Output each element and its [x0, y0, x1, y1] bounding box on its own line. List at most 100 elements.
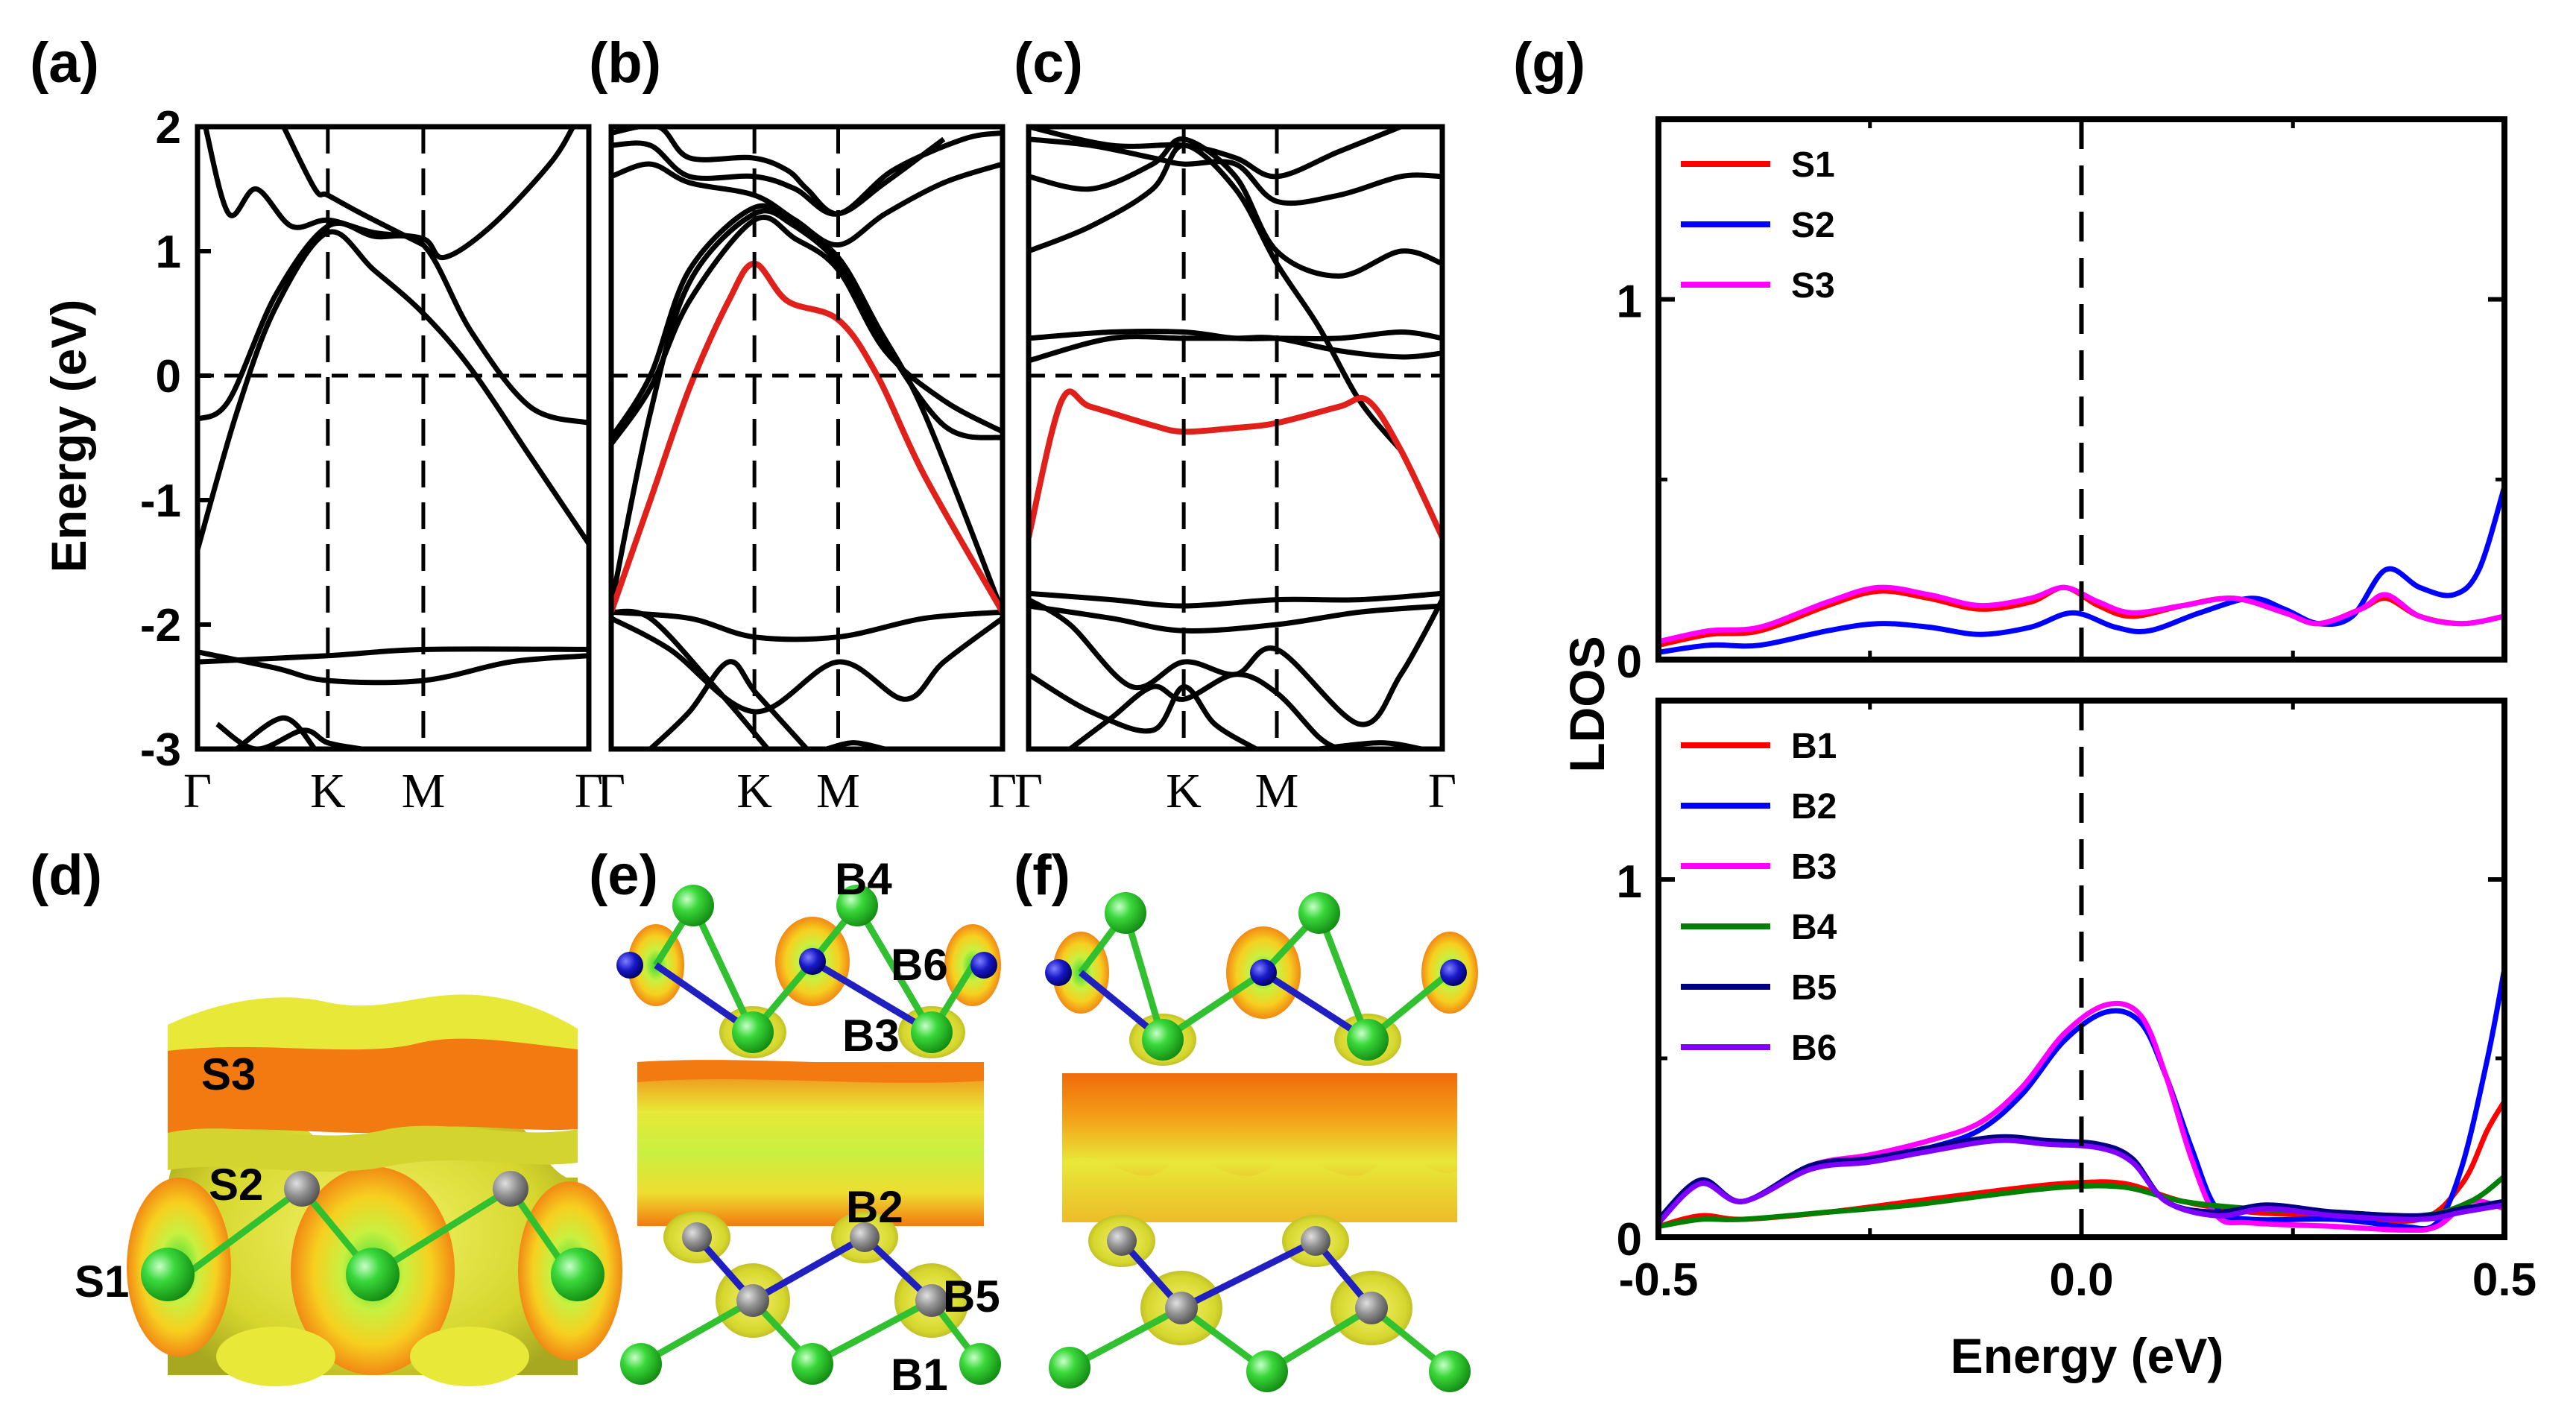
band-line — [1029, 603, 1442, 634]
bond — [639, 1298, 755, 1367]
atom-label-b5: B5 — [943, 1271, 1000, 1321]
bond — [854, 903, 935, 1034]
band-line — [198, 649, 589, 686]
bond — [810, 958, 934, 1035]
blue-atom — [1250, 959, 1277, 986]
green-atom — [1347, 1019, 1389, 1061]
band-ylabel: Energy (eV) — [41, 300, 96, 573]
ytick-label: 0 — [1617, 1214, 1642, 1266]
ytick-label: -3 — [140, 724, 181, 776]
atom-label-b1: B1 — [891, 1350, 948, 1400]
panel-label-e: (e) — [589, 844, 658, 907]
green-atom — [732, 1011, 774, 1053]
highlight-band — [1029, 388, 1442, 539]
iso-surface-lobe — [168, 1125, 578, 1172]
panel-label-b: (b) — [589, 31, 661, 95]
bond — [1179, 1237, 1318, 1312]
band-line — [611, 161, 1003, 248]
ytick-label: -2 — [140, 600, 181, 651]
carbon-atom — [736, 1284, 769, 1317]
carbon-atom — [1107, 1226, 1137, 1256]
ytick-label: -1 — [140, 476, 181, 527]
band-line — [611, 208, 1003, 613]
iso-surface-lobe — [410, 1327, 529, 1386]
bond — [1122, 912, 1167, 1041]
kpoint-label: M — [1255, 764, 1299, 818]
iso-surface-edge — [637, 1060, 984, 1083]
band-line — [1029, 136, 1442, 279]
ldos-series-S3 — [1658, 584, 2504, 645]
charge-density-f — [1045, 892, 1478, 1392]
blue-atom — [1045, 959, 1072, 986]
bond — [184, 1186, 304, 1277]
bands-c — [1029, 127, 1442, 749]
band-line — [1068, 672, 1341, 749]
panel-label-f: (f) — [1014, 844, 1070, 907]
legend-label-S1: S1 — [1791, 145, 1835, 185]
kpoint-label: K — [1166, 764, 1202, 818]
band-structure-a: Γ K M Γ 2 1 0 -1 -2 -3 — [140, 102, 603, 818]
panel-label-g: (g) — [1513, 31, 1585, 95]
kpoint-label: Γ — [575, 764, 603, 818]
band-line — [1029, 672, 1258, 749]
green-atom — [346, 1248, 400, 1301]
carbon-atom — [682, 1222, 712, 1252]
iso-surface-lobe — [1062, 1157, 1457, 1222]
band-line — [1029, 334, 1442, 364]
band-line — [198, 221, 589, 426]
green-atom — [1429, 1350, 1471, 1392]
band-line — [1029, 142, 1404, 452]
green-atom — [551, 1248, 604, 1301]
band-line — [611, 616, 1003, 715]
band-line — [1029, 597, 1442, 727]
plot-frame — [1026, 124, 1445, 752]
bond — [689, 904, 757, 1034]
carbon-atom — [915, 1284, 948, 1317]
legend-label-S2: S2 — [1791, 206, 1835, 245]
carbon-atom — [493, 1171, 528, 1207]
ytick-label: 0 — [156, 351, 181, 402]
band-line — [611, 203, 1003, 440]
xtick-label: -0.5 — [1619, 1254, 1699, 1306]
green-atom — [672, 885, 714, 926]
kpoint-label: M — [402, 764, 446, 818]
ldos-xlabel: Energy (eV) — [1951, 1328, 2224, 1383]
green-atom — [1142, 1019, 1184, 1061]
plot-frame — [608, 124, 1006, 752]
ldos-series-S2 — [1658, 485, 2504, 655]
blue-atom — [799, 948, 826, 975]
green-atom — [911, 1011, 953, 1053]
green-atom — [959, 1343, 1001, 1385]
band-line — [1029, 136, 1442, 206]
atom-label-b4: B4 — [835, 854, 892, 904]
ytick-label: 1 — [1617, 277, 1642, 328]
bond — [1316, 912, 1371, 1041]
kpoint-label: Γ — [597, 764, 625, 818]
green-atom — [141, 1248, 195, 1301]
band-line — [611, 215, 1003, 446]
carbon-atom — [1301, 1226, 1330, 1256]
kpoint-label: Γ — [988, 764, 1017, 818]
blue-atom — [616, 952, 643, 979]
charge-density-e: B4 B6 B3 B2 B5 B1 — [616, 854, 1001, 1400]
legend-label-B3: B3 — [1791, 847, 1837, 887]
atom-label-s3: S3 — [201, 1049, 256, 1099]
kpoint-label: Γ — [183, 764, 212, 818]
kpoint-label: Γ — [1428, 764, 1456, 818]
atom-label-b3: B3 — [842, 1011, 900, 1061]
iso-surface-slab — [168, 1038, 578, 1133]
ytick-label: 2 — [156, 102, 181, 154]
legend-label-B5: B5 — [1791, 968, 1837, 1008]
ytick-label: 0 — [1617, 636, 1642, 688]
panel-label-d: (d) — [30, 844, 102, 907]
atom-label-b2: B2 — [846, 1182, 903, 1232]
atom-label-b6: B6 — [891, 940, 948, 990]
legend-label-B4: B4 — [1791, 908, 1837, 947]
green-atom — [1105, 892, 1146, 934]
band-line — [611, 130, 1003, 217]
panel-label-c: (c) — [1014, 31, 1083, 95]
blue-atom — [970, 952, 997, 979]
band-line — [648, 659, 809, 749]
band-line — [203, 127, 576, 260]
